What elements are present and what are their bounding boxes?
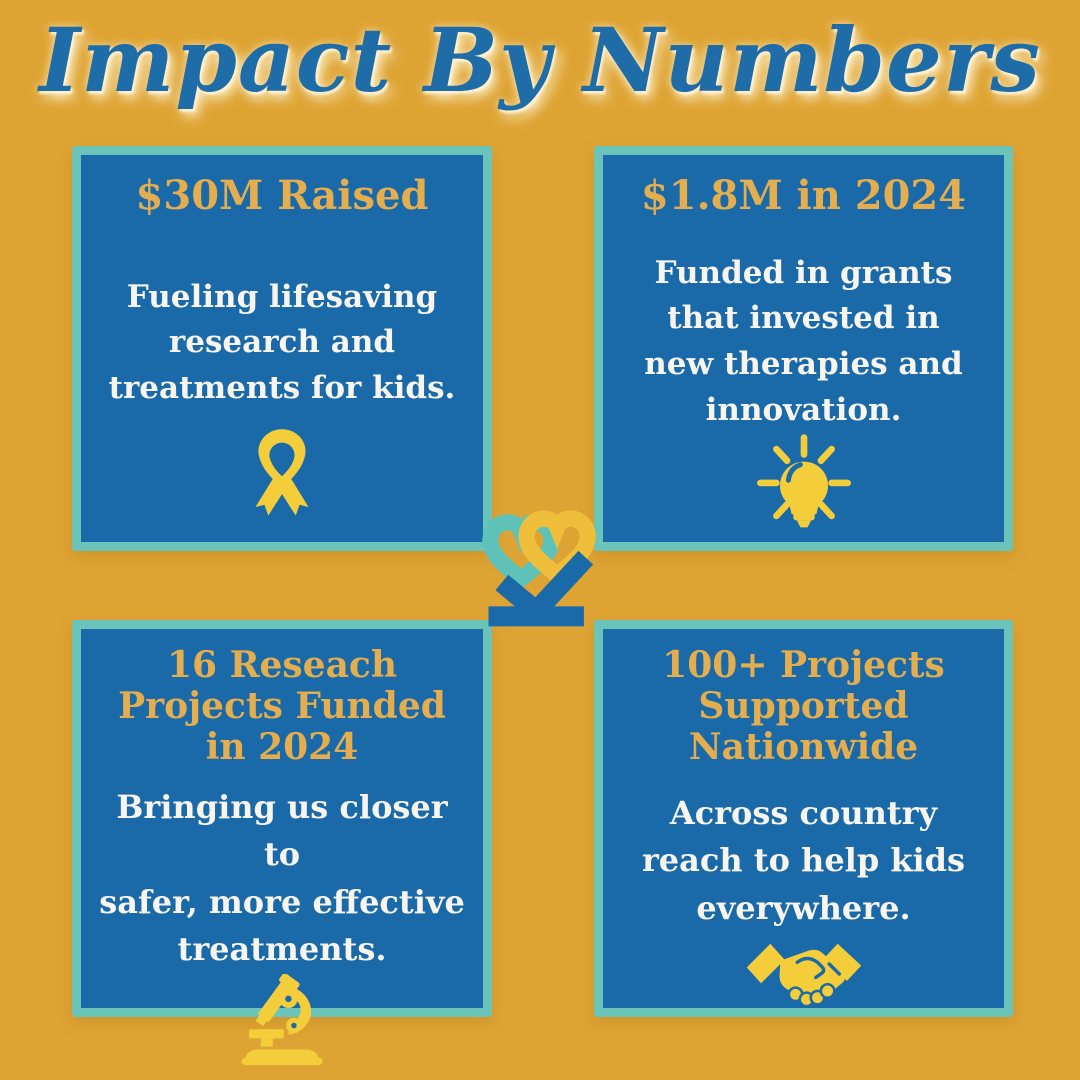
stat-body: Bringing us closer to safer, more effect… [99,788,465,969]
stat-card-projects-funded: 16 Reseach Projects Funded in 2024 Bring… [72,620,492,1065]
lightbulb-icon [755,434,853,539]
stat-heading: 100+ Projects Supported Nationwide [662,644,945,769]
stat-card-grants: $1.8M in 2024 Funded in grants that inve… [594,146,1013,551]
microscope-icon [236,972,328,1066]
awareness-ribbon-icon [245,426,319,518]
stat-body: Fueling lifesaving research and treatmen… [108,278,456,407]
page-title: Impact By Numbers [39,8,1041,112]
stat-card-raised: $30M Raised Fueling lifesaving research … [72,146,492,551]
handshake-icon [745,932,863,1012]
stat-card-nationwide: 100+ Projects Supported Nationwide Acros… [594,620,1013,1017]
stat-body: Funded in grants that invested in new th… [644,254,963,429]
stat-heading: $1.8M in 2024 [640,172,967,219]
heart-check-logo [477,510,603,634]
stat-heading: 16 Reseach Projects Funded in 2024 [118,644,446,769]
stat-body: Across country reach to help kids everyw… [641,794,966,927]
stat-heading: $30M Raised [135,172,429,219]
